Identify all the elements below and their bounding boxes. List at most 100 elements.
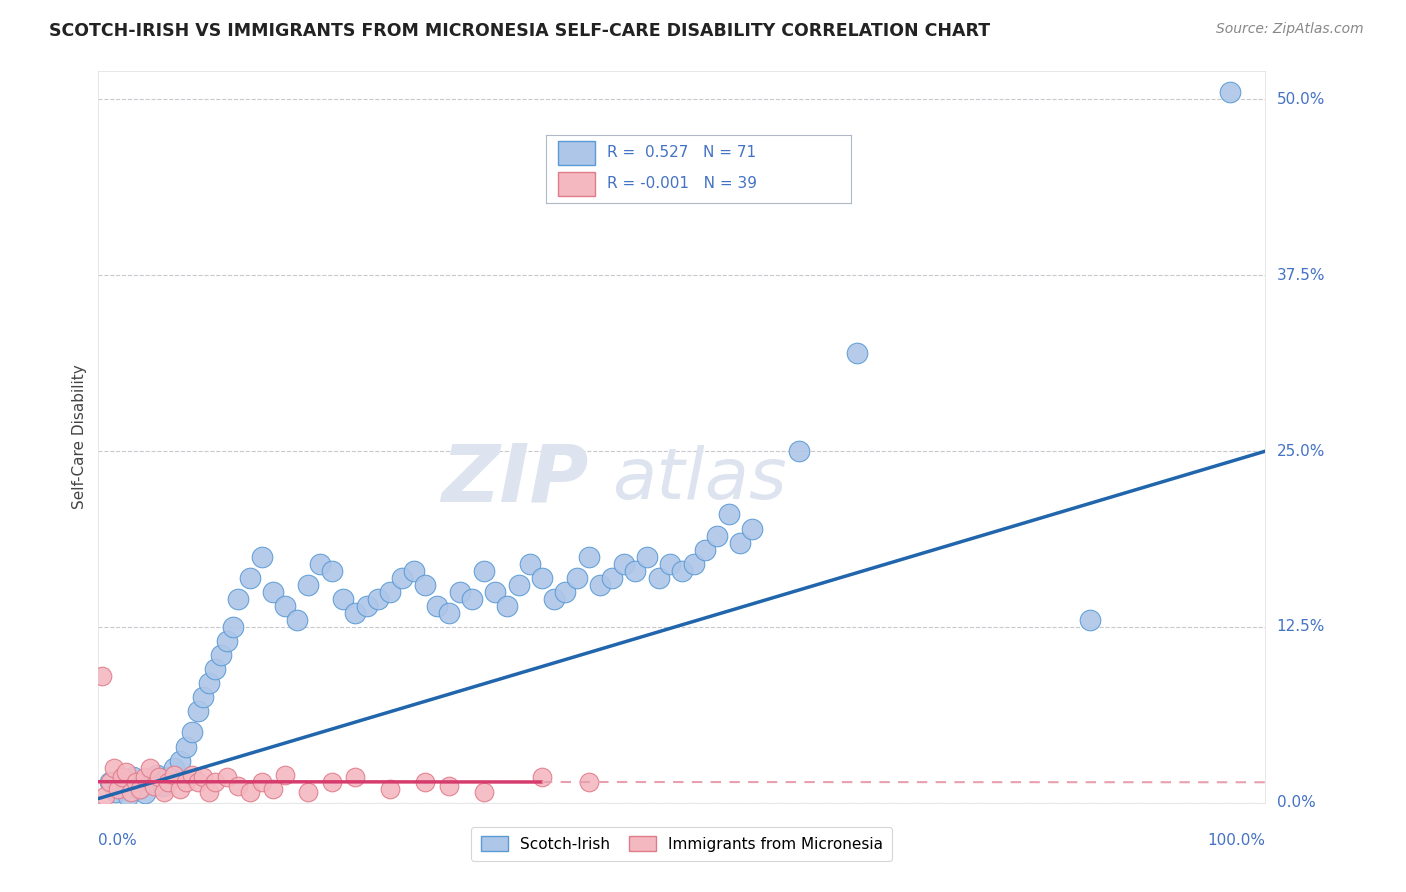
- Point: [107, 781, 129, 796]
- Point: [530, 571, 553, 585]
- Point: [239, 784, 262, 798]
- Text: R =  0.527   N = 71: R = 0.527 N = 71: [607, 145, 756, 161]
- Point: [380, 781, 402, 796]
- Point: [380, 584, 402, 599]
- Bar: [558, 172, 595, 196]
- Point: [426, 599, 449, 613]
- Point: [180, 725, 202, 739]
- Point: [204, 774, 226, 789]
- Point: [148, 771, 170, 785]
- Point: [717, 508, 740, 522]
- Point: [117, 789, 139, 803]
- Point: [565, 571, 588, 585]
- Text: 0.0%: 0.0%: [98, 833, 138, 848]
- Point: [198, 784, 221, 798]
- Point: [163, 761, 186, 775]
- Point: [321, 564, 343, 578]
- Point: [636, 549, 658, 564]
- Point: [321, 774, 343, 789]
- Point: [508, 578, 530, 592]
- Point: [332, 591, 354, 606]
- Point: [139, 774, 162, 789]
- Text: 0.0%: 0.0%: [1277, 796, 1315, 810]
- Point: [139, 761, 162, 775]
- Point: [104, 784, 127, 798]
- Point: [543, 591, 565, 606]
- Point: [187, 705, 209, 719]
- Point: [228, 779, 250, 793]
- Point: [250, 774, 273, 789]
- Point: [169, 781, 191, 796]
- Point: [180, 767, 202, 781]
- Point: [129, 781, 152, 796]
- Point: [128, 781, 150, 796]
- Point: [90, 669, 112, 683]
- Text: Source: ZipAtlas.com: Source: ZipAtlas.com: [1216, 22, 1364, 37]
- Point: [125, 774, 148, 789]
- Point: [274, 599, 297, 613]
- Point: [472, 784, 495, 798]
- Point: [262, 781, 284, 796]
- Point: [413, 774, 436, 789]
- Point: [391, 571, 413, 585]
- Point: [163, 767, 186, 781]
- Point: [134, 786, 156, 800]
- Point: [285, 613, 308, 627]
- Point: [274, 767, 297, 781]
- Point: [695, 542, 717, 557]
- Point: [671, 564, 693, 578]
- Point: [706, 528, 728, 542]
- Point: [120, 784, 142, 798]
- Text: 25.0%: 25.0%: [1277, 443, 1324, 458]
- Text: 100.0%: 100.0%: [1208, 833, 1265, 848]
- Point: [111, 779, 134, 793]
- Point: [193, 690, 215, 705]
- Point: [472, 564, 495, 578]
- Legend: Scotch-Irish, Immigrants from Micronesia: Scotch-Irish, Immigrants from Micronesia: [471, 827, 893, 861]
- Point: [157, 771, 180, 785]
- Point: [103, 761, 125, 775]
- Point: [169, 754, 191, 768]
- Point: [115, 764, 138, 779]
- Point: [344, 771, 367, 785]
- Bar: [558, 141, 595, 165]
- Point: [198, 676, 221, 690]
- Point: [787, 444, 810, 458]
- Point: [659, 557, 682, 571]
- Point: [297, 578, 319, 592]
- Point: [356, 599, 378, 613]
- Point: [215, 771, 238, 785]
- Text: 37.5%: 37.5%: [1277, 268, 1324, 283]
- Point: [578, 774, 600, 789]
- Point: [1219, 86, 1241, 100]
- Point: [612, 557, 634, 571]
- Point: [624, 564, 647, 578]
- Point: [484, 584, 506, 599]
- Point: [122, 771, 145, 785]
- Point: [730, 535, 752, 549]
- Text: atlas: atlas: [612, 445, 786, 514]
- Point: [262, 584, 284, 599]
- Text: SCOTCH-IRISH VS IMMIGRANTS FROM MICRONESIA SELF-CARE DISABILITY CORRELATION CHAR: SCOTCH-IRISH VS IMMIGRANTS FROM MICRONES…: [49, 22, 990, 40]
- Point: [98, 774, 121, 789]
- Point: [209, 648, 232, 662]
- Point: [682, 557, 704, 571]
- Point: [111, 771, 134, 785]
- Point: [530, 771, 553, 785]
- Point: [215, 634, 238, 648]
- Point: [143, 779, 166, 793]
- Point: [449, 584, 471, 599]
- Point: [554, 584, 576, 599]
- Point: [437, 606, 460, 620]
- Text: 50.0%: 50.0%: [1277, 92, 1324, 107]
- Point: [519, 557, 541, 571]
- Point: [228, 591, 250, 606]
- Point: [187, 774, 209, 789]
- Point: [437, 779, 460, 793]
- Point: [413, 578, 436, 592]
- Text: 12.5%: 12.5%: [1277, 619, 1324, 634]
- Point: [174, 739, 197, 754]
- Point: [204, 662, 226, 676]
- Point: [157, 774, 180, 789]
- Point: [1080, 613, 1102, 627]
